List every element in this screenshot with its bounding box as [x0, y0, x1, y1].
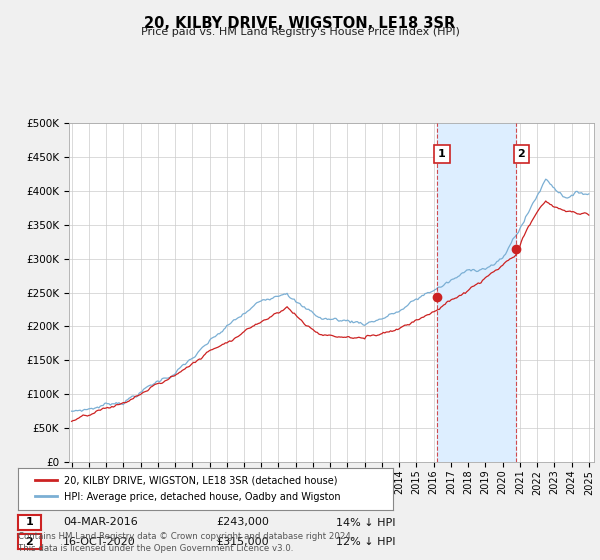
Text: 2: 2	[518, 149, 525, 158]
Text: £315,000: £315,000	[216, 536, 269, 547]
Text: 1: 1	[26, 517, 33, 528]
Text: Price paid vs. HM Land Registry's House Price Index (HPI): Price paid vs. HM Land Registry's House …	[140, 27, 460, 37]
Text: 16-OCT-2020: 16-OCT-2020	[63, 536, 136, 547]
Legend: 20, KILBY DRIVE, WIGSTON, LE18 3SR (detached house), HPI: Average price, detache: 20, KILBY DRIVE, WIGSTON, LE18 3SR (deta…	[31, 471, 346, 506]
Text: 12% ↓ HPI: 12% ↓ HPI	[336, 536, 395, 547]
Bar	[437, 123, 516, 462]
Text: 1: 1	[438, 149, 446, 158]
Text: 2: 2	[26, 536, 33, 547]
Text: 04-MAR-2016: 04-MAR-2016	[63, 517, 138, 528]
Text: 14% ↓ HPI: 14% ↓ HPI	[336, 517, 395, 528]
Text: Contains HM Land Registry data © Crown copyright and database right 2024.
This d: Contains HM Land Registry data © Crown c…	[18, 533, 353, 553]
Text: £243,000: £243,000	[216, 517, 269, 528]
Text: 20, KILBY DRIVE, WIGSTON, LE18 3SR: 20, KILBY DRIVE, WIGSTON, LE18 3SR	[145, 16, 455, 31]
